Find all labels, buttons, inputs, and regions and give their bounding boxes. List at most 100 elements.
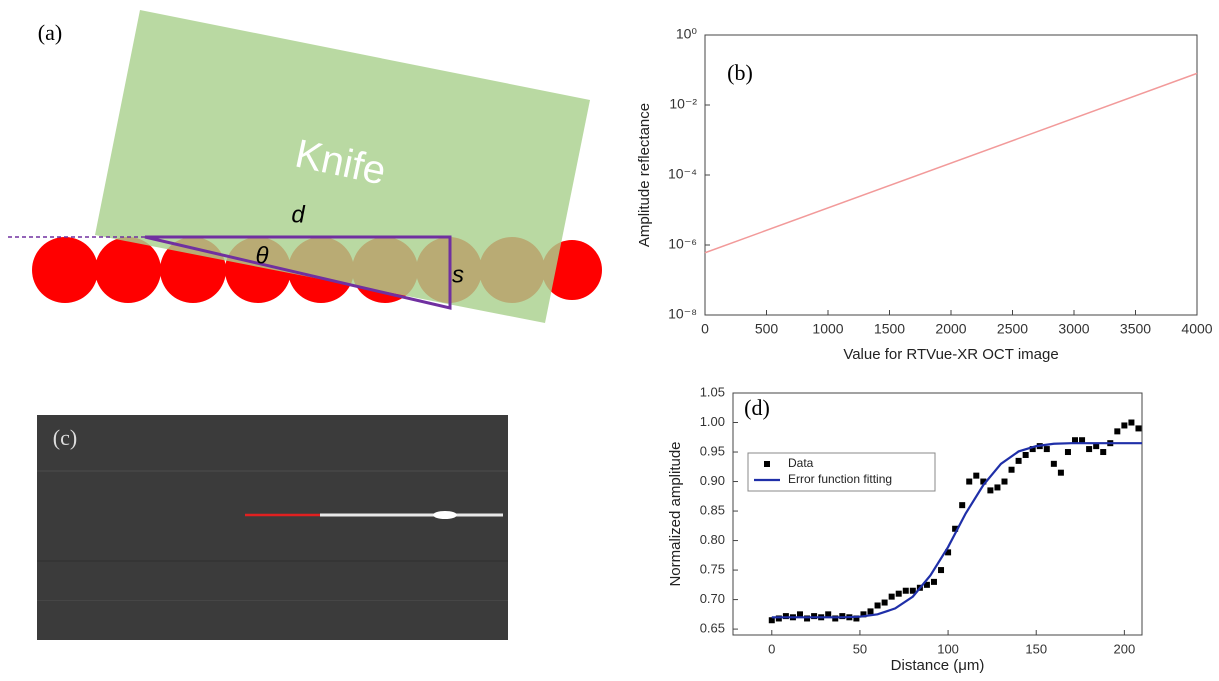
legend-swatch bbox=[764, 461, 770, 467]
y-tick-label: 0.85 bbox=[700, 502, 725, 517]
x-axis-label: Distance (μm) bbox=[891, 657, 985, 674]
data-point bbox=[902, 587, 909, 594]
panel-label: (a) bbox=[38, 20, 62, 45]
particle bbox=[32, 237, 98, 303]
y-tick-label: 10⁻⁴ bbox=[668, 166, 697, 182]
x-tick-label: 150 bbox=[1025, 641, 1047, 656]
y-tick-label: 10⁻⁸ bbox=[668, 306, 697, 322]
chart: 0 50 100 150 200 0.65 0.70 0.75 0.80 0.85 0.90 0.95… bbox=[667, 384, 1143, 674]
image-texture bbox=[37, 560, 508, 562]
panel-label: (c) bbox=[53, 425, 77, 450]
data-point bbox=[839, 613, 846, 620]
y-axis-label: Normalized amplitude bbox=[667, 441, 684, 586]
highlight bbox=[433, 511, 457, 519]
x-tick-label: 2000 bbox=[935, 321, 966, 337]
data-point bbox=[930, 578, 937, 585]
data-point bbox=[1050, 460, 1057, 467]
x-tick-label: 3000 bbox=[1058, 321, 1089, 337]
triangle bbox=[144, 235, 452, 310]
y-tick-label: 0.65 bbox=[700, 621, 725, 636]
data-point bbox=[973, 472, 980, 479]
plot-frame bbox=[704, 34, 1198, 316]
data-point bbox=[796, 611, 803, 618]
data-point bbox=[1079, 437, 1086, 444]
data-point bbox=[909, 587, 916, 594]
data-point bbox=[1008, 466, 1015, 473]
theta-label: θ bbox=[255, 242, 268, 269]
x-tick-label: 1000 bbox=[812, 321, 843, 337]
data-point bbox=[1128, 419, 1135, 426]
data-point bbox=[881, 599, 888, 606]
data-point bbox=[1043, 446, 1050, 453]
data-point bbox=[1135, 425, 1142, 432]
x-tick-label: 50 bbox=[853, 641, 867, 656]
x-tick-label: 1500 bbox=[874, 321, 905, 337]
data-point bbox=[923, 581, 930, 588]
x-tick-label: 100 bbox=[937, 641, 959, 656]
x-tick-label: 200 bbox=[1114, 641, 1136, 656]
x-tick-label: 3500 bbox=[1120, 321, 1151, 337]
panel-a: Knife d θ s (a) bbox=[8, 10, 602, 323]
data-point bbox=[804, 615, 811, 622]
y-tick-label: 0.90 bbox=[700, 473, 725, 488]
x-tick-label: 2500 bbox=[997, 321, 1028, 337]
data-point bbox=[832, 615, 839, 622]
data-point bbox=[1057, 469, 1064, 476]
image-texture bbox=[37, 600, 508, 601]
data-point bbox=[768, 617, 775, 624]
data-point bbox=[952, 525, 959, 532]
data-point bbox=[1093, 443, 1100, 450]
data-point bbox=[966, 478, 973, 485]
data-point bbox=[1114, 428, 1121, 435]
data-point bbox=[782, 613, 789, 620]
x-tick-label: 0 bbox=[701, 321, 709, 337]
legend-box bbox=[747, 452, 936, 492]
y-tick-label: 10⁻⁶ bbox=[668, 236, 697, 252]
data-point bbox=[987, 487, 994, 494]
data-point bbox=[874, 602, 881, 609]
x-tick-label: 500 bbox=[755, 321, 779, 337]
panel-label: (d) bbox=[744, 395, 770, 420]
y-tick-label: 10⁻² bbox=[669, 96, 697, 112]
data-point bbox=[895, 590, 902, 597]
panel-label: (b) bbox=[727, 60, 753, 85]
data-point bbox=[825, 611, 832, 618]
data-line bbox=[704, 72, 1198, 254]
x-axis-label: Value for RTVue-XR OCT image bbox=[843, 346, 1058, 363]
panel-c: (c) bbox=[37, 415, 508, 640]
data-point bbox=[959, 502, 966, 509]
data-point bbox=[1100, 449, 1107, 456]
knife bbox=[95, 10, 590, 323]
x-tick-label: 4000 bbox=[1181, 321, 1212, 337]
particle bbox=[95, 237, 161, 303]
data-point bbox=[860, 611, 867, 618]
y-tick-label: 0.75 bbox=[700, 562, 725, 577]
data-point bbox=[853, 615, 860, 622]
data-point bbox=[980, 478, 987, 485]
oct-image bbox=[37, 415, 508, 640]
y-tick-label: 0.70 bbox=[700, 591, 725, 606]
data-point bbox=[1029, 446, 1036, 453]
data-point bbox=[945, 549, 952, 556]
y-tick-label: 1.05 bbox=[700, 384, 725, 399]
image-texture bbox=[37, 470, 508, 472]
y-tick-label: 1.00 bbox=[700, 414, 725, 429]
data-point bbox=[994, 484, 1001, 491]
data-point bbox=[811, 613, 818, 620]
data-point bbox=[1015, 457, 1022, 464]
data-point bbox=[867, 608, 874, 615]
s-label: s bbox=[452, 261, 464, 288]
d-label: d bbox=[291, 201, 305, 228]
legend-label: Data bbox=[788, 456, 814, 470]
y-axis-label: Amplitude reflectance bbox=[636, 103, 653, 247]
data-point bbox=[938, 567, 945, 574]
data-line bbox=[771, 442, 1142, 619]
data-point bbox=[775, 615, 782, 622]
data-point bbox=[1121, 422, 1128, 429]
data-point bbox=[1022, 451, 1029, 458]
y-tick-label: 0.80 bbox=[700, 532, 725, 547]
legend-label: Error function fitting bbox=[788, 472, 892, 486]
data-point bbox=[1001, 478, 1008, 485]
